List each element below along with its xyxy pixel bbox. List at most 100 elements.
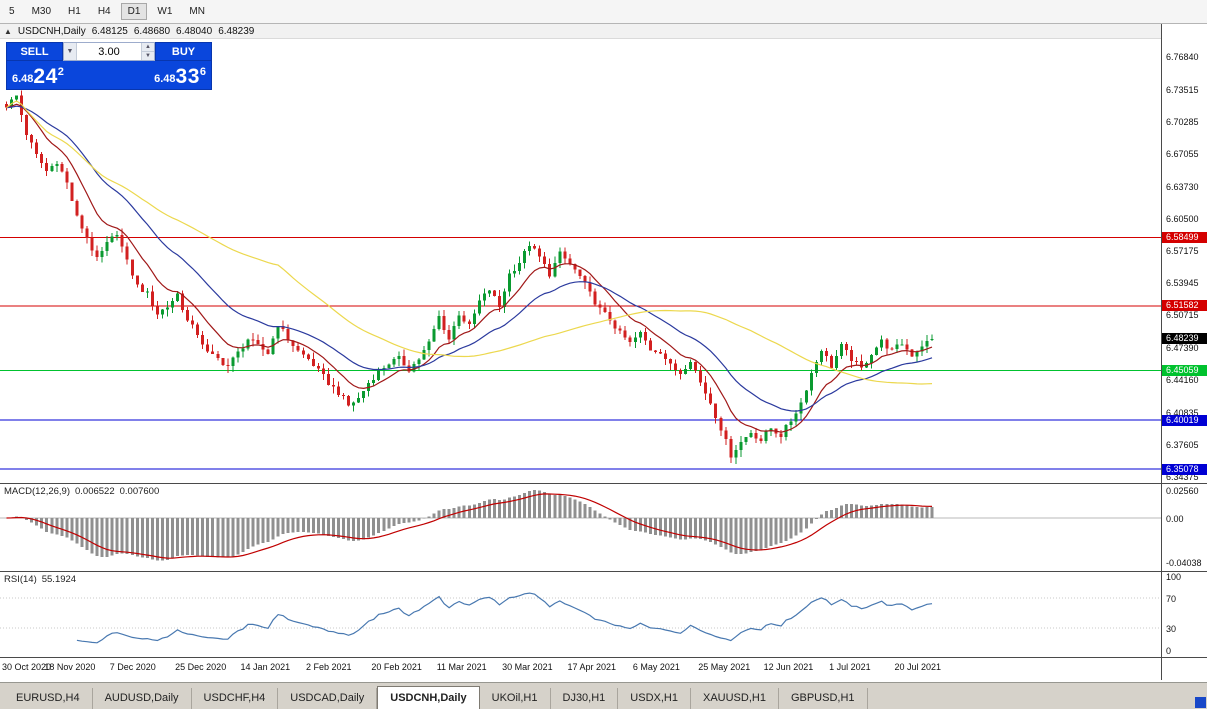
date-label: 6 May 2021 bbox=[632, 662, 680, 672]
level-price-badge: 6.40019 bbox=[1162, 414, 1207, 426]
rsi-name: RSI(14) bbox=[4, 574, 37, 585]
buy-button[interactable]: BUY bbox=[155, 42, 212, 61]
chart-tab-dj30-h1[interactable]: DJ30,H1 bbox=[551, 688, 619, 709]
price-axis-label: 6.67055 bbox=[1166, 148, 1199, 159]
rsi-axis-label: 30 bbox=[1166, 623, 1177, 634]
level-price-badge: 6.45059 bbox=[1162, 364, 1207, 376]
candlestick-chart[interactable] bbox=[0, 24, 1161, 484]
chart-tab-usdcnh-daily[interactable]: USDCNH,Daily bbox=[377, 686, 480, 709]
rsi-pane[interactable]: RSI(14) 55.1924 bbox=[0, 572, 1161, 658]
level-price-badge: 6.35078 bbox=[1162, 463, 1207, 475]
price-axis-label: 6.53945 bbox=[1166, 278, 1199, 289]
timeframe-button-h4[interactable]: H4 bbox=[97, 6, 111, 17]
chart-tab-bar: EURUSD,H4 AUDUSD,Daily USDCHF,H4 USDCAD,Dai… bbox=[0, 682, 1207, 709]
timeframe-button-m30[interactable]: M30 bbox=[31, 6, 52, 17]
price-axis-label: 6.47390 bbox=[1166, 343, 1199, 354]
price-axis-label: 6.73515 bbox=[1166, 84, 1199, 95]
sell-price-button[interactable]: 6.48 24 2 bbox=[12, 66, 64, 87]
one-click-collapse-icon[interactable]: ▲ bbox=[4, 26, 12, 36]
chart-tab-audusd-daily[interactable]: AUDUSD,Daily bbox=[93, 688, 192, 709]
chart-region: ▲ USDCNH,Daily 6.48125 6.48680 6.48040 6… bbox=[0, 24, 1207, 682]
rsi-value: 55.1924 bbox=[41, 574, 77, 585]
chart-tab-xauusd-h1[interactable]: XAUUSD,H1 bbox=[691, 688, 779, 709]
volume-dropdown-icon[interactable]: ▼ bbox=[64, 43, 77, 60]
timeframe-button-mn[interactable]: MN bbox=[189, 6, 205, 17]
timeframe-button-w1[interactable]: W1 bbox=[157, 6, 173, 17]
volume-up-icon[interactable]: ▲ bbox=[142, 43, 154, 52]
buy-price-sup: 6 bbox=[199, 66, 206, 78]
chart-title-bar: ▲ USDCNH,Daily 6.48125 6.48680 6.48040 6… bbox=[0, 24, 1161, 39]
rsi-label: RSI(14) 55.1924 bbox=[4, 574, 76, 585]
chart-tab-usdchf-h4[interactable]: USDCHF,H4 bbox=[192, 688, 279, 709]
timeframe-button-d1[interactable]: D1 bbox=[120, 3, 148, 20]
price-axis-label: 6.40835 bbox=[1166, 408, 1199, 419]
quote-panel: 6.48 24 2 6.48 33 6 bbox=[6, 61, 212, 90]
chart-tab-eurusd-h4[interactable]: EURUSD,H4 bbox=[4, 688, 93, 709]
macd-main-value: 0.006522 bbox=[75, 486, 115, 497]
ohlc-close: 6.48239 bbox=[218, 25, 255, 37]
price-axis-label: 6.60500 bbox=[1166, 213, 1199, 224]
volume-input[interactable]: 3.00 bbox=[98, 45, 120, 58]
date-label: 14 Jan 2021 bbox=[240, 662, 291, 672]
volume-box: ▼ 3.00 ▲ ▼ bbox=[63, 42, 155, 61]
price-axis-label: 6.44160 bbox=[1166, 375, 1199, 386]
level-price-badge: 6.51582 bbox=[1162, 300, 1207, 312]
chart-tab-usdx-h1[interactable]: USDX,H1 bbox=[618, 688, 691, 709]
sell-price-sup: 2 bbox=[57, 66, 64, 78]
date-label: 11 Mar 2021 bbox=[436, 662, 487, 672]
date-label: 25 May 2021 bbox=[698, 662, 751, 672]
macd-axis-label: 0.00 bbox=[1166, 514, 1184, 524]
rsi-axis[interactable]: 100 70 30 0 bbox=[1161, 572, 1207, 658]
rsi-chart[interactable] bbox=[0, 572, 1161, 658]
rsi-axis-label: 70 bbox=[1166, 594, 1177, 605]
macd-name: MACD(12,26,9) bbox=[4, 486, 70, 497]
date-label: 1 Jul 2021 bbox=[829, 662, 871, 672]
one-click-trading-widget: SELL ▼ 3.00 ▲ ▼ BUY 6.4 bbox=[6, 42, 212, 90]
macd-chart[interactable] bbox=[0, 484, 1161, 572]
date-label: 30 Oct 2020 bbox=[2, 662, 52, 672]
price-axis-label: 6.63730 bbox=[1166, 181, 1199, 192]
main-chart-pane[interactable]: ▲ USDCNH,Daily 6.48125 6.48680 6.48040 6… bbox=[0, 24, 1161, 484]
price-axis-label: 6.76840 bbox=[1166, 52, 1199, 62]
rsi-axis-label: 100 bbox=[1166, 572, 1182, 582]
timeframe-toolbar: 5 M30 H1 H4 D1 W1 MN bbox=[0, 0, 1207, 24]
date-label: 17 Apr 2021 bbox=[567, 662, 617, 672]
chart-tab-ukoil-h1[interactable]: UKOil,H1 bbox=[480, 688, 551, 709]
rsi-axis-label: 0 bbox=[1166, 646, 1172, 656]
price-axis-label: 6.34375 bbox=[1166, 471, 1199, 482]
price-axis-label: 6.57175 bbox=[1166, 246, 1199, 257]
axis-corner bbox=[1161, 658, 1207, 680]
macd-axis-label: 0.02560 bbox=[1166, 485, 1199, 496]
date-label: 30 Mar 2021 bbox=[502, 662, 553, 672]
macd-signal-value: 0.007600 bbox=[119, 486, 160, 497]
ohlc-open: 6.48125 bbox=[91, 25, 128, 37]
timeframe-button-5[interactable]: 5 bbox=[9, 6, 15, 17]
volume-down-icon[interactable]: ▼ bbox=[142, 52, 154, 60]
macd-label: MACD(12,26,9) 0.006522 0.007600 bbox=[4, 486, 159, 497]
date-label: 20 Jul 2021 bbox=[894, 662, 941, 672]
date-label: 7 Dec 2020 bbox=[109, 662, 156, 672]
chart-tab-usdcad-daily[interactable]: USDCAD,Daily bbox=[278, 688, 378, 709]
date-axis[interactable]: 30 Oct 2020 18 Nov 2020 7 Dec 2020 25 Dec 2… bbox=[0, 658, 1161, 680]
date-label: 2 Feb 2021 bbox=[305, 662, 352, 672]
date-label: 18 Nov 2020 bbox=[44, 662, 96, 672]
buy-price-button[interactable]: 6.48 33 6 bbox=[154, 66, 206, 87]
chart-tab-gbpusd-h1[interactable]: GBPUSD,H1 bbox=[779, 688, 868, 709]
macd-axis[interactable]: 0.02560 0.00 -0.04038 bbox=[1161, 484, 1207, 572]
macd-pane[interactable]: MACD(12,26,9) 0.006522 0.007600 bbox=[0, 484, 1161, 572]
corner-accent bbox=[1195, 697, 1206, 708]
level-price-badge: 6.58499 bbox=[1162, 231, 1207, 243]
macd-axis-label: -0.04038 bbox=[1166, 558, 1202, 569]
sell-button[interactable]: SELL bbox=[6, 42, 63, 61]
price-axis-label: 6.70285 bbox=[1166, 116, 1199, 127]
buy-price-big: 33 bbox=[175, 65, 200, 88]
volume-stepper: ▲ ▼ bbox=[141, 43, 154, 60]
sell-price-big: 24 bbox=[33, 65, 58, 88]
timeframe-button-h1[interactable]: H1 bbox=[68, 6, 81, 17]
price-axis[interactable]: 6.76840 6.73515 6.70285 6.67055 6.63730 6.605… bbox=[1161, 24, 1207, 484]
buy-price-small: 6.48 bbox=[154, 73, 176, 85]
sell-price-small: 6.48 bbox=[12, 73, 34, 85]
current-price-badge: 6.48239 bbox=[1162, 333, 1207, 345]
date-label: 20 Feb 2021 bbox=[371, 662, 422, 672]
